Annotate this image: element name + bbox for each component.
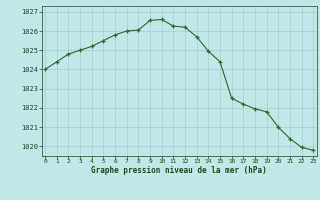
X-axis label: Graphe pression niveau de la mer (hPa): Graphe pression niveau de la mer (hPa) [91, 166, 267, 175]
